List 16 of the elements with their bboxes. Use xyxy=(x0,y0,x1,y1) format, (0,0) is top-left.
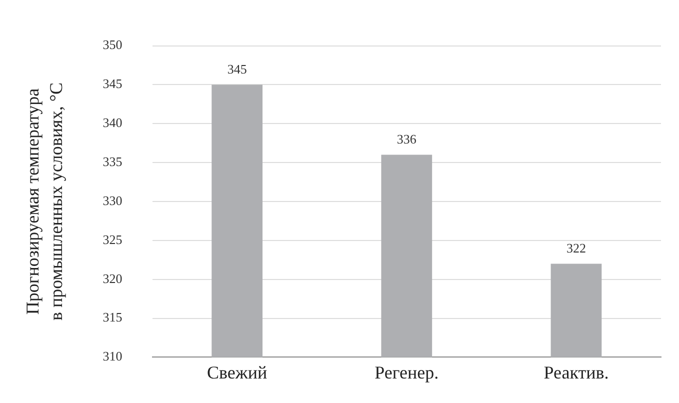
x-tick-label: Регенер. xyxy=(374,362,439,383)
x-tick-label: Свежий xyxy=(207,362,268,383)
y-tick-label: 310 xyxy=(102,348,122,364)
y-tick-label: 325 xyxy=(102,232,122,247)
y-tick-label: 330 xyxy=(102,192,122,208)
y-tick-label: 345 xyxy=(102,76,122,92)
y-axis-title: Прогнозируемая температура в промышленных условиях, °C xyxy=(22,82,66,321)
data-label: 336 xyxy=(396,132,417,147)
x-tick-label: Реактив. xyxy=(544,362,609,383)
data-label: 322 xyxy=(566,240,586,256)
y-tick-label: 315 xyxy=(102,310,122,325)
data-label: 345 xyxy=(227,62,247,77)
y-tick-label: 320 xyxy=(102,270,122,286)
y-tick-label: 350 xyxy=(102,37,122,52)
y-tick-label: 335 xyxy=(102,154,122,169)
y-tick-label: 340 xyxy=(102,115,122,130)
